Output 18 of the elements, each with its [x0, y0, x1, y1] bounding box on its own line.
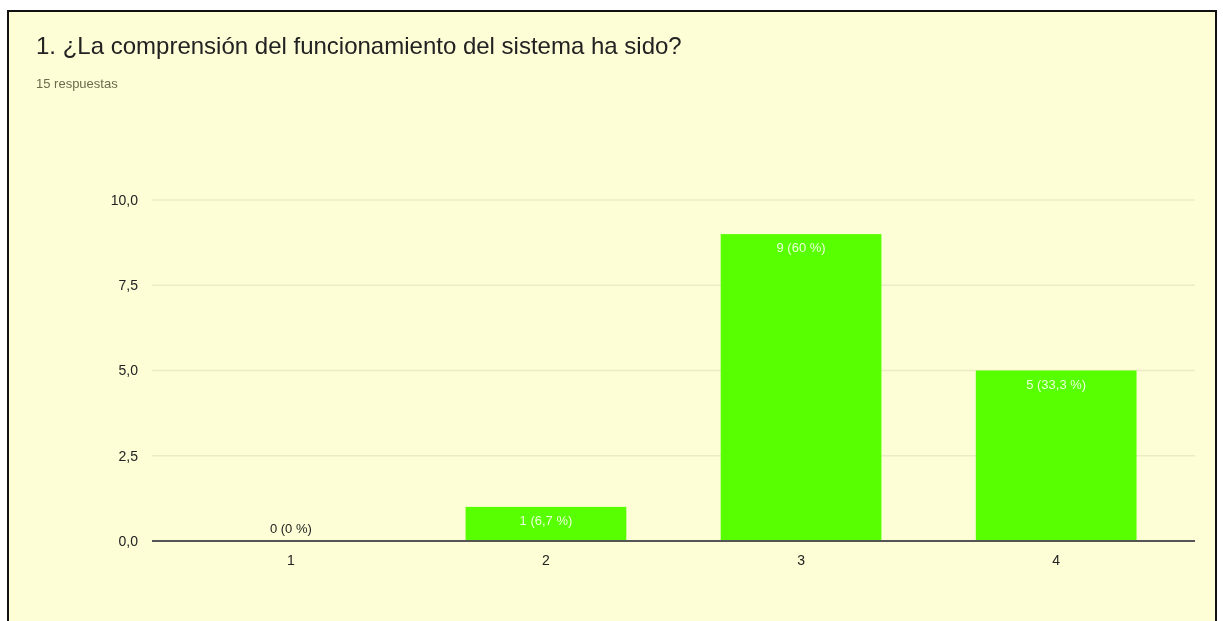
data-label: 5 (33,3 %) [1026, 376, 1087, 392]
y-tick-label: 0,0 [118, 532, 139, 549]
data-label: 9 (60 %) [776, 240, 826, 256]
data-label: 0 (0 %) [269, 521, 312, 536]
chart-title: 1. ¿La comprensión del funcionamiento del sistema ha sido? [36, 32, 682, 59]
bar [720, 234, 882, 541]
bar [465, 506, 627, 541]
x-tick-label: 3 [797, 551, 806, 568]
x-tick-label: 1 [286, 551, 295, 568]
bar [975, 370, 1137, 541]
chart-subtitle: 15 respuestas [36, 76, 119, 91]
y-tick-label: 10,0 [110, 191, 139, 208]
y-tick-label: 5,0 [118, 362, 139, 379]
x-tick-label: 4 [1052, 551, 1061, 568]
x-tick-label: 2 [542, 551, 551, 568]
data-label: 1 (6,7 %) [519, 512, 573, 528]
y-tick-label: 7,5 [118, 277, 139, 294]
y-tick-label: 2,5 [118, 447, 139, 464]
